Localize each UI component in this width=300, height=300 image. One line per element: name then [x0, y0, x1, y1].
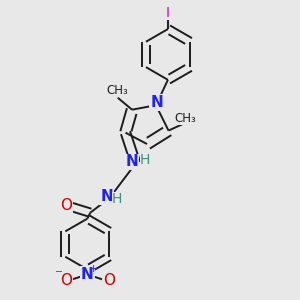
- Text: O: O: [60, 198, 72, 213]
- Text: +: +: [88, 264, 98, 274]
- Text: N: N: [100, 189, 113, 204]
- Text: I: I: [166, 6, 170, 20]
- Text: N: N: [150, 95, 163, 110]
- Text: O: O: [60, 273, 72, 288]
- Text: N: N: [81, 267, 94, 282]
- Text: H: H: [112, 192, 122, 206]
- Text: CH₃: CH₃: [174, 112, 196, 124]
- Text: N: N: [126, 154, 139, 169]
- Text: H: H: [140, 154, 150, 167]
- Text: O: O: [103, 273, 115, 288]
- Text: ⁻: ⁻: [55, 268, 63, 283]
- Text: CH₃: CH₃: [106, 84, 128, 97]
